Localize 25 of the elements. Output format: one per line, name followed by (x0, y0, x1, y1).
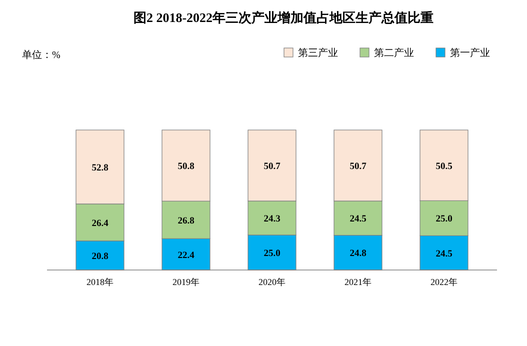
data-label: 25.0 (436, 214, 453, 225)
data-label: 25.0 (264, 249, 281, 259)
chart-title: 图2 2018-2022年三次产业增加值占地区生产总值比重 (133, 10, 434, 25)
legend-label: 第二产业 (374, 47, 414, 59)
x-tick-label: 2022年 (430, 277, 458, 287)
data-label: 50.7 (350, 162, 367, 172)
x-tick-label: 2020年 (258, 277, 286, 287)
data-label: 20.8 (92, 252, 109, 262)
data-label: 24.8 (350, 249, 367, 260)
data-label: 24.3 (264, 214, 281, 224)
data-label: 50.8 (178, 162, 195, 172)
data-label: 26.4 (92, 218, 109, 229)
data-label: 50.7 (264, 162, 281, 172)
data-label: 24.5 (436, 249, 453, 260)
data-label: 50.5 (436, 162, 453, 172)
x-tick-label: 2021年 (344, 277, 372, 287)
data-label: 22.4 (178, 250, 195, 261)
text: 单位：% (22, 49, 60, 61)
data-label: 52.8 (92, 163, 109, 174)
data-label: 26.8 (178, 216, 195, 226)
legend-label: 第一产业 (450, 47, 490, 59)
legend-label: 第三产业 (298, 47, 338, 59)
x-tick-label: 2018年 (86, 277, 114, 287)
data-label: 24.5 (350, 214, 367, 225)
x-tick-label: 2019年 (172, 277, 200, 287)
